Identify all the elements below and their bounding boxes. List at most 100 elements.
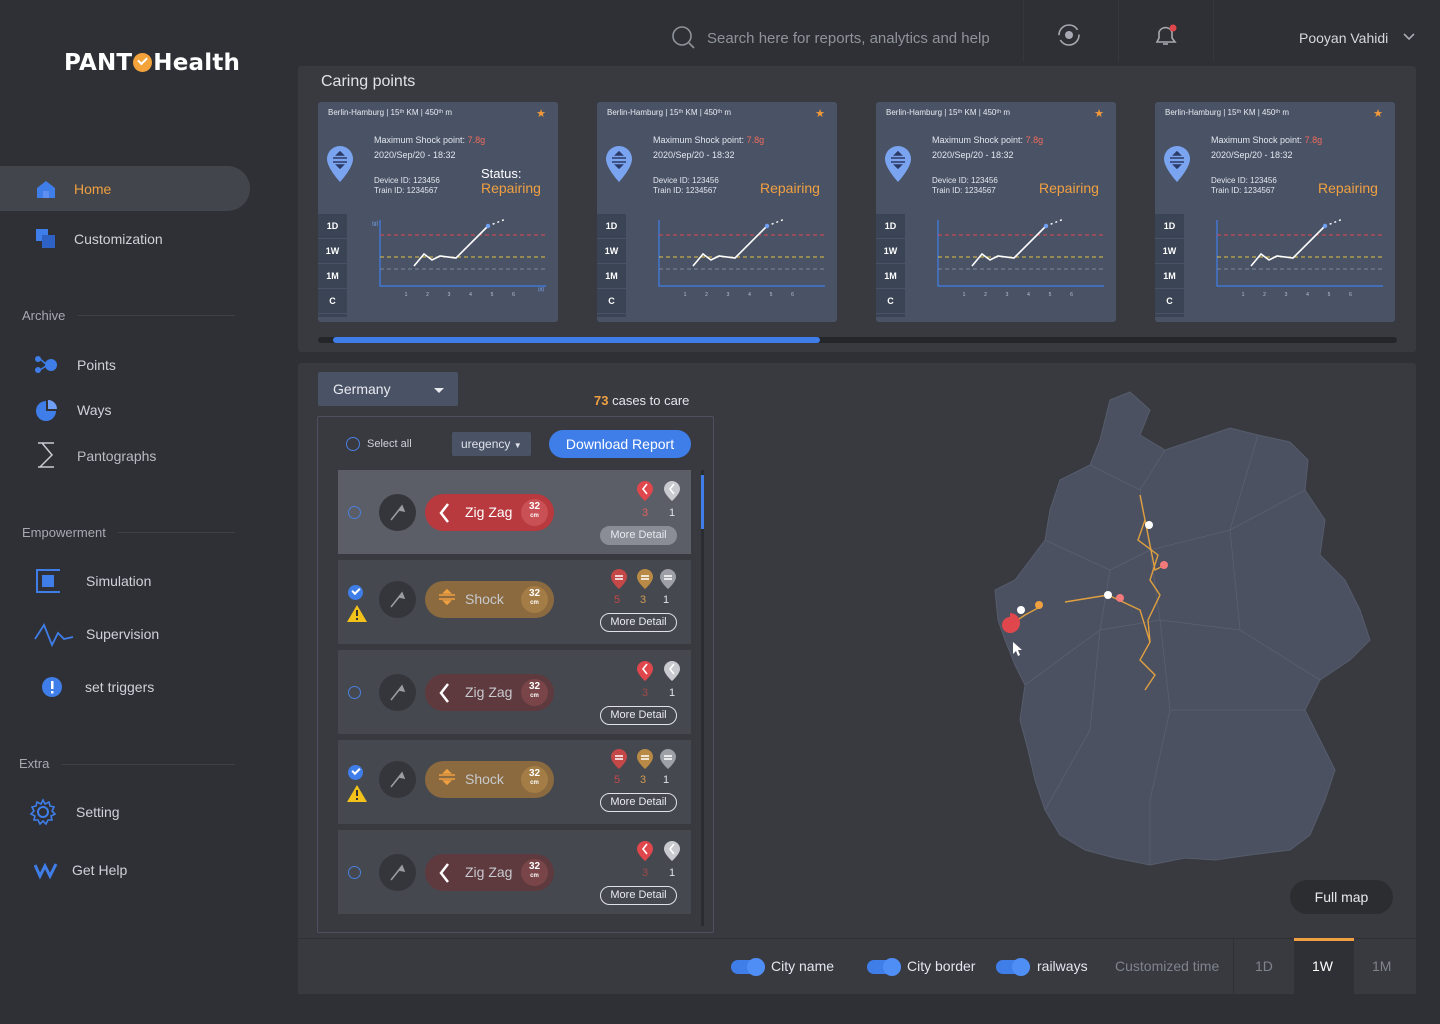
chevron-down-icon[interactable] (1402, 32, 1416, 42)
shock-trend-chart: 1 2 3 4 5 6 (658, 218, 825, 298)
range-tab-1m[interactable]: 1M (1155, 264, 1184, 289)
pin-count: 5 (614, 594, 621, 606)
case-row[interactable]: Zig Zag 32 cm 3 1 More Detail (338, 650, 691, 734)
defect-size: 32 cm (521, 679, 548, 706)
more-detail-button[interactable]: More Detail (600, 613, 677, 632)
sidebar-item-supervision[interactable]: Supervision (34, 622, 159, 647)
sync-icon[interactable] (1057, 23, 1081, 47)
card-header: Berlin-Hamburg | 15ᵗʰ KM | 450ᵗʰ m (607, 108, 732, 117)
case-row[interactable]: Shock 32 cm 5 3 1 More Detail (338, 560, 691, 644)
time-tab-1w-active[interactable] (1294, 938, 1354, 994)
scrollbar-track[interactable] (318, 337, 1397, 343)
x-tick-label: 2 (426, 292, 429, 298)
more-detail-button[interactable]: More Detail (600, 886, 677, 905)
case-row[interactable]: Shock 32 cm 5 3 1 More Detail (338, 740, 691, 824)
sidebar-item-home[interactable]: Home (0, 166, 250, 211)
x-tick-label: 3 (727, 292, 730, 298)
railways-toggle[interactable] (996, 958, 1030, 976)
train-id: Train ID: 1234567 (374, 186, 438, 195)
list-scroll-thumb[interactable] (701, 475, 704, 529)
range-tab-1d[interactable]: 1D (318, 214, 347, 239)
sidebar-item-points[interactable]: Points (34, 353, 116, 377)
row-radio[interactable] (348, 866, 361, 879)
user-name[interactable]: Pooyan Vahidi (1299, 30, 1389, 46)
sidebar-item-customization[interactable]: Customization (34, 227, 163, 251)
scrollbar-thumb[interactable] (333, 337, 820, 343)
country-select[interactable]: Germany (318, 372, 458, 406)
caret-down-icon[interactable] (434, 388, 444, 393)
search-input[interactable]: Search here for reports, analytics and h… (707, 30, 990, 47)
device-info: Device ID: 123456 Train ID: 1234567 (1211, 176, 1277, 196)
download-report-button[interactable]: Download Report (549, 430, 691, 458)
time-tab-1d[interactable]: 1D (1255, 958, 1273, 974)
row-checkbox-checked[interactable] (348, 765, 363, 780)
forecast-line (1045, 218, 1065, 227)
time-tab-1w[interactable]: 1W (1312, 958, 1333, 974)
range-tab-1w[interactable]: 1W (597, 239, 626, 264)
range-tab-1d[interactable]: 1D (1155, 214, 1184, 239)
range-tab-1w[interactable]: 1W (1155, 239, 1184, 264)
more-detail-button[interactable]: More Detail (600, 793, 677, 812)
caring-card[interactable]: Berlin-Hamburg | 15ᵗʰ KM | 450ᵗʰ m ★ Maxim… (597, 102, 837, 322)
list-scrollbar[interactable] (701, 470, 704, 926)
range-tab-1d[interactable]: 1D (597, 214, 626, 239)
star-icon[interactable]: ★ (1373, 108, 1383, 120)
customized-time-tab[interactable]: Customized time (1115, 958, 1220, 974)
warning-icon (346, 604, 368, 628)
sidebar-item-set-triggers[interactable]: set triggers (40, 675, 154, 699)
range-tab-c[interactable]: C (597, 289, 626, 314)
range-tab-c[interactable]: C (318, 289, 347, 314)
x-tick-label: 3 (1285, 292, 1288, 298)
range-tab-1m[interactable]: 1M (318, 264, 347, 289)
range-tab-c[interactable]: C (876, 289, 905, 314)
caring-card[interactable]: Berlin-Hamburg | 15ᵗʰ KM | 450ᵗʰ m ★ Maxim… (876, 102, 1116, 322)
case-row[interactable]: Zig Zag 32 cm 3 1 More Detail (338, 470, 691, 554)
star-icon[interactable]: ★ (815, 108, 825, 120)
sidebar-item-label: Home (74, 180, 112, 197)
full-map-button[interactable]: Full map (1290, 880, 1393, 914)
sidebar-item-label: Pantographs (77, 448, 157, 464)
sort-select[interactable]: uregency ▼ (452, 432, 531, 456)
pie-icon (34, 398, 58, 422)
train-id: Train ID: 1234567 (1211, 186, 1275, 195)
more-detail-button[interactable]: More Detail (600, 526, 677, 545)
case-row[interactable]: Zig Zag 32 cm 3 1 More Detail (338, 830, 691, 914)
germany-map[interactable] (990, 380, 1375, 890)
caring-card[interactable]: Berlin-Hamburg | 15ᵗʰ KM | 450ᵗʰ m ★ Maxim… (318, 102, 558, 322)
divider (1233, 938, 1234, 994)
row-checkbox-checked[interactable] (348, 585, 363, 600)
row-radio[interactable] (348, 686, 361, 699)
device-id: Device ID: 123456 (653, 176, 719, 185)
more-detail-button[interactable]: More Detail (600, 706, 677, 725)
sidebar-item-simulation[interactable]: Simulation (36, 569, 151, 593)
bell-icon[interactable] (1153, 22, 1179, 48)
range-tab-1w[interactable]: 1W (876, 239, 905, 264)
time-tab-1m[interactable]: 1M (1372, 958, 1392, 974)
range-tab-1m[interactable]: 1M (876, 264, 905, 289)
select-all-radio[interactable] (346, 437, 360, 451)
range-tab-1d[interactable]: 1D (876, 214, 905, 239)
search-icon[interactable] (672, 26, 696, 50)
city-border-label: City border (907, 958, 976, 974)
sidebar-item-pantographs[interactable]: Pantographs (34, 442, 157, 468)
city-border-toggle[interactable] (867, 958, 901, 976)
caring-card[interactable]: Berlin-Hamburg | 15ᵗʰ KM | 450ᵗʰ m ★ Maxim… (1155, 102, 1395, 322)
range-tab-c[interactable]: C (1155, 289, 1184, 314)
max-shock-label: Maximum Shock point: (653, 135, 745, 145)
chart-axes (379, 220, 546, 287)
x-tick-label: 3 (448, 292, 451, 298)
zigzag-icon (437, 502, 453, 529)
row-radio[interactable] (348, 506, 361, 519)
star-icon[interactable]: ★ (536, 108, 546, 120)
sidebar-item-ways[interactable]: Ways (34, 398, 111, 422)
sidebar-item-get-help[interactable]: Get Help (34, 858, 127, 882)
x-tick-label: 1 (1242, 292, 1245, 298)
range-tab-1w[interactable]: 1W (318, 239, 347, 264)
star-icon[interactable]: ★ (1094, 108, 1104, 120)
select-all-label[interactable]: Select all (367, 438, 412, 450)
city-name-toggle[interactable] (731, 958, 765, 976)
sidebar-item-setting[interactable]: Setting (29, 798, 120, 826)
range-tab-1m[interactable]: 1M (597, 264, 626, 289)
section-extra: Extra (19, 756, 50, 771)
pulse-icon (34, 622, 74, 647)
